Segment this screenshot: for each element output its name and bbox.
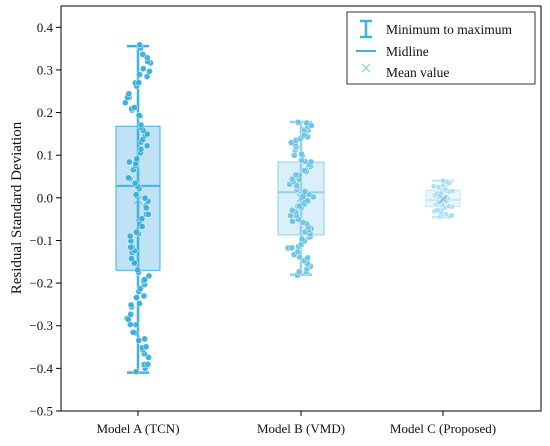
x-tick-label: Model B (VMD) (257, 421, 345, 436)
data-point (138, 215, 146, 223)
data-point (125, 90, 133, 98)
data-point (298, 235, 306, 243)
data-point (304, 254, 311, 262)
data-point (288, 175, 296, 183)
data-point (133, 294, 140, 301)
data-point (145, 210, 152, 218)
data-point (132, 321, 140, 329)
legend-frame (346, 11, 536, 85)
mean-marker (296, 193, 306, 203)
data-point (307, 158, 315, 166)
mean-marker (133, 195, 143, 205)
mean-marker (438, 194, 448, 204)
y-tick-label: −0.5 (29, 404, 53, 419)
legend-label-mean: Mean value (386, 65, 449, 80)
data-point (288, 206, 296, 214)
data-point (298, 150, 305, 158)
boxes-layer (115, 44, 461, 374)
data-point (146, 67, 153, 75)
data-point (442, 186, 449, 193)
data-point (129, 329, 137, 336)
data-point (127, 243, 135, 251)
data-point (141, 335, 149, 343)
y-axis-title: Residual Standard Deviation (9, 121, 25, 294)
data-point (136, 71, 143, 78)
data-point (137, 121, 145, 129)
x-tick-label: Model C (Proposed) (390, 421, 496, 436)
data-point (448, 212, 455, 219)
data-point (127, 301, 135, 309)
legend-label-midline: Midline (386, 44, 429, 59)
legend-label-min-max: Minimum to maximum (386, 22, 513, 37)
y-tick-label: 0.3 (37, 62, 53, 77)
data-point (143, 142, 151, 150)
y-tick-label: 0.2 (37, 105, 53, 120)
y-tick-label: 0.4 (37, 20, 54, 35)
data-point (295, 268, 303, 276)
legend: Minimum to maximum Midline Mean value (346, 11, 536, 85)
data-point (430, 183, 437, 190)
data-point (301, 188, 309, 195)
data-point (288, 244, 296, 252)
y-tick-label: 0.1 (37, 148, 53, 163)
y-tick-label: −0.1 (29, 233, 53, 248)
points-layer (122, 41, 456, 375)
data-point (445, 203, 452, 210)
data-point (142, 204, 150, 212)
x-marker-icon (361, 63, 371, 73)
data-point (133, 155, 141, 163)
y-tick-label: −0.3 (29, 318, 53, 333)
data-point (141, 194, 149, 202)
data-point (292, 171, 300, 179)
data-point (128, 255, 135, 262)
y-tick-label: 0.0 (37, 190, 53, 205)
whisker-icon (360, 19, 372, 39)
data-point (141, 276, 149, 283)
data-point (289, 218, 296, 225)
data-point (135, 112, 143, 119)
data-point (138, 223, 146, 230)
y-axis: 0.4 0.3 0.2 0.1 0.0 −0.1 −0.2 −0.3 −0.4 −0.5 (29, 20, 61, 419)
data-point (134, 266, 141, 274)
data-point (127, 311, 135, 318)
data-point (139, 51, 147, 58)
data-point (135, 79, 143, 87)
data-point (137, 145, 145, 153)
data-point (145, 272, 153, 280)
data-point (440, 177, 446, 184)
data-point (143, 54, 151, 62)
data-point (144, 360, 152, 368)
data-point (137, 285, 144, 293)
data-point (142, 343, 150, 351)
data-point (132, 191, 140, 199)
data-point (135, 337, 143, 344)
data-point (126, 158, 133, 166)
data-point (131, 104, 138, 111)
y-tick-label: −0.2 (29, 276, 53, 291)
data-point (132, 368, 140, 375)
x-axis: Model A (TCN) Model B (VMD) Model C (Propo… (96, 411, 496, 436)
data-point (145, 354, 152, 361)
data-point (139, 65, 147, 73)
data-point (140, 292, 148, 300)
data-point (303, 119, 311, 127)
data-point (443, 211, 450, 217)
data-point (434, 207, 441, 213)
data-point (136, 300, 143, 307)
data-point (126, 232, 134, 240)
data-point (132, 228, 140, 236)
data-point (136, 41, 144, 49)
data-point (131, 179, 139, 187)
data-point (125, 174, 132, 182)
data-point (294, 118, 302, 126)
data-point (301, 167, 308, 174)
data-point (449, 188, 456, 194)
x-tick-label: Model A (TCN) (96, 421, 179, 436)
y-tick-label: −0.4 (29, 361, 53, 376)
